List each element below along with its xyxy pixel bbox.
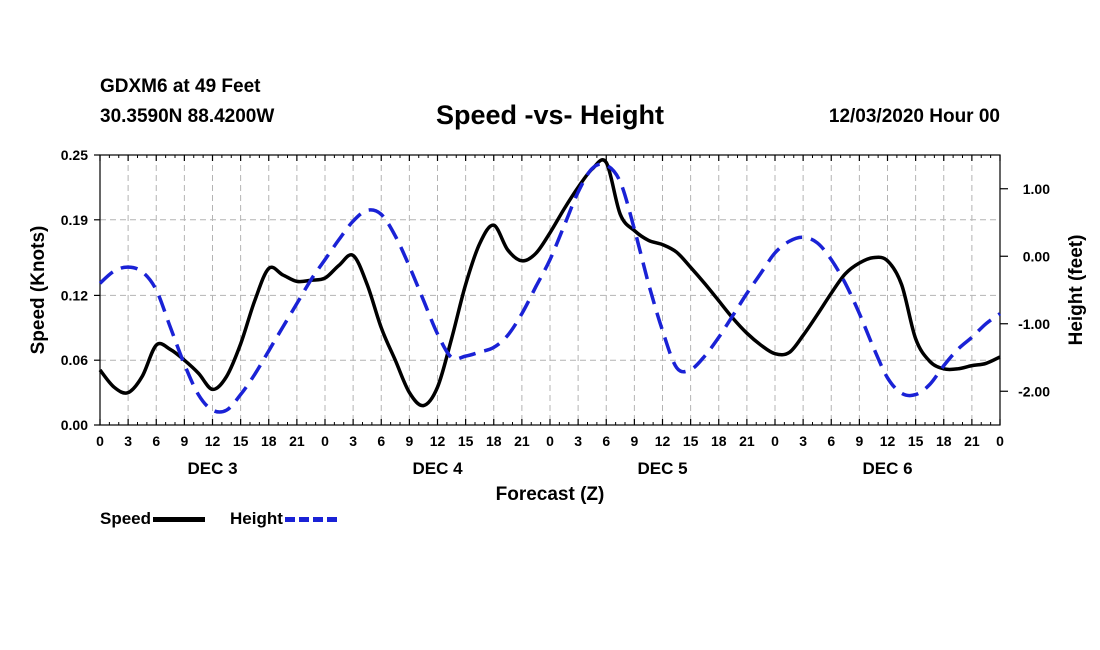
x-tick-label: 21 bbox=[739, 433, 755, 449]
x-tick-label: 9 bbox=[630, 433, 638, 449]
x-tick-label: 3 bbox=[799, 433, 807, 449]
x-tick-label: 0 bbox=[996, 433, 1004, 449]
series-line-height bbox=[98, 162, 1002, 414]
x-tick-label: 3 bbox=[124, 433, 132, 449]
day-label: DEC 5 bbox=[637, 459, 687, 478]
legend-height-label: Height bbox=[230, 509, 283, 528]
legend-speed-swatch bbox=[153, 516, 206, 522]
series-line-speed bbox=[98, 158, 1001, 408]
x-tick-label: 18 bbox=[936, 433, 952, 449]
day-label: DEC 6 bbox=[862, 459, 912, 478]
x-tick-label: 3 bbox=[349, 433, 357, 449]
chart-title: Speed -vs- Height bbox=[435, 100, 665, 130]
station-label: GDXM6 at 49 Feet bbox=[100, 76, 261, 97]
day-label: DEC 3 bbox=[187, 459, 237, 478]
x-tick-label: 0 bbox=[771, 433, 779, 449]
y-tick-label: 0.06 bbox=[61, 352, 88, 368]
y-axis-label: Speed (Knots) bbox=[28, 226, 49, 355]
x-tick-label: 12 bbox=[430, 433, 446, 449]
x-tick-label: 15 bbox=[458, 433, 474, 449]
legend-height: Height bbox=[230, 509, 337, 529]
x-tick-label: 0 bbox=[546, 433, 554, 449]
x-tick-label: 21 bbox=[514, 433, 530, 449]
x-tick-label: 6 bbox=[377, 433, 385, 449]
y2-tick-label: 1.00 bbox=[1023, 181, 1050, 197]
y-tick-label: 0.19 bbox=[61, 212, 88, 228]
y-tick-label: 0.12 bbox=[61, 287, 88, 303]
x-tick-label: 21 bbox=[964, 433, 980, 449]
x-tick-label: 6 bbox=[602, 433, 610, 449]
x-tick-label: 18 bbox=[711, 433, 727, 449]
x-tick-label: 12 bbox=[880, 433, 896, 449]
x-tick-label: 9 bbox=[855, 433, 863, 449]
axes: 0 3 6 9 12 15 18 21 0 3 6 9 12 15 18 21 0 3 6 9 12 15 18 21 0 3 6 9… bbox=[61, 147, 1050, 478]
day-label: DEC 4 bbox=[412, 459, 463, 478]
grid bbox=[100, 155, 1000, 425]
x-axis-label: Forecast (Z) bbox=[496, 484, 605, 505]
x-tick-label: 6 bbox=[152, 433, 160, 449]
x-tick-label: 18 bbox=[261, 433, 277, 449]
coordinates-label: 30.3590N 88.4200W bbox=[100, 106, 275, 127]
x-tick-label: 15 bbox=[908, 433, 924, 449]
x-tick-label: 21 bbox=[289, 433, 305, 449]
legend-speed: Speed bbox=[100, 509, 206, 529]
x-tick-label: 3 bbox=[574, 433, 582, 449]
x-tick-label: 0 bbox=[321, 433, 329, 449]
x-tick-label: 9 bbox=[405, 433, 413, 449]
x-tick-label: 0 bbox=[96, 433, 104, 449]
y-tick-label: 0.25 bbox=[61, 147, 88, 163]
x-tick-label: 12 bbox=[655, 433, 671, 449]
series bbox=[98, 158, 1002, 414]
forecast-date: 12/03/2020 Hour 00 bbox=[828, 106, 1000, 127]
y2-tick-label: 0.00 bbox=[1023, 248, 1050, 264]
legend-speed-label: Speed bbox=[100, 509, 152, 528]
x-tick-label: 15 bbox=[233, 433, 249, 449]
y2-tick-label: -2.00 bbox=[1018, 383, 1050, 399]
x-tick-label: 15 bbox=[683, 433, 699, 449]
y2-axis-label: Height (feet) bbox=[1066, 235, 1087, 346]
y-tick-label: 0.00 bbox=[61, 417, 88, 433]
y2-tick-label: -1.00 bbox=[1018, 316, 1050, 332]
x-tick-label: 12 bbox=[205, 433, 221, 449]
x-tick-label: 6 bbox=[827, 433, 835, 449]
x-tick-label: 9 bbox=[180, 433, 188, 449]
x-tick-label: 18 bbox=[486, 433, 502, 449]
legend-height-swatch bbox=[284, 516, 337, 522]
